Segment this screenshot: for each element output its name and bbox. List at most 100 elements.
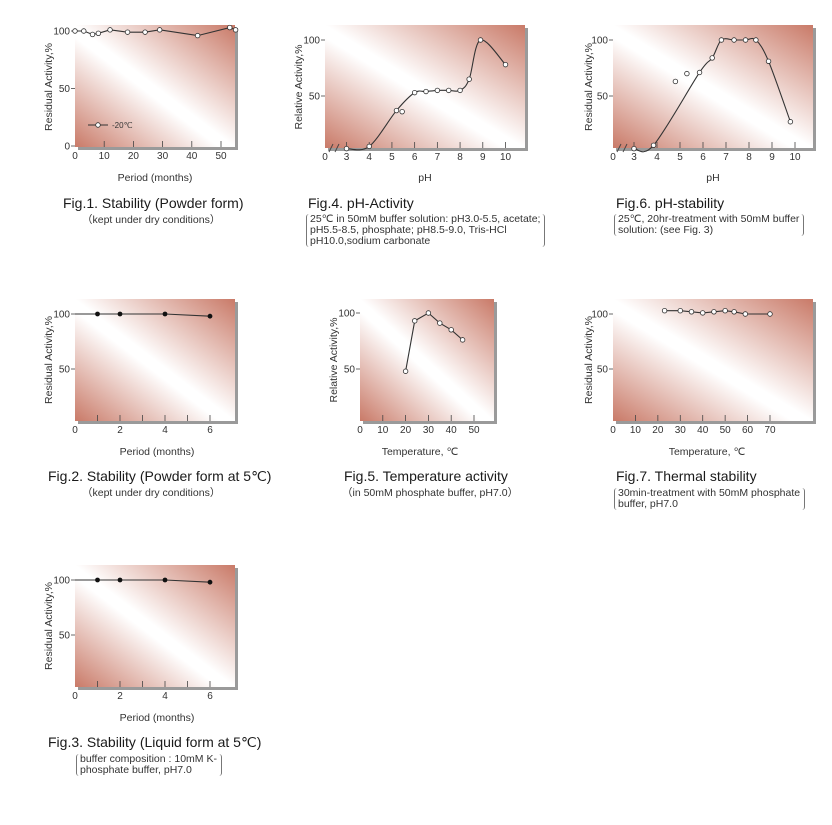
fig5-ytick-label: 100	[338, 309, 355, 320]
fig7-note-line: buffer, pH7.0	[618, 498, 678, 510]
fig4-data-point	[446, 87, 452, 94]
fig6-axis-break	[622, 143, 628, 153]
fig1-xtick-label: 20	[128, 151, 140, 162]
fig4-note-line: pH5.5-8.5, phosphate; pH8.5-9.0, Tris-HC…	[310, 224, 507, 236]
fig3-note-line: buffer composition : 10mM K-	[80, 753, 217, 765]
fig1-xtick-label: 50	[215, 151, 227, 162]
fig2-xtick-label: 0	[72, 425, 78, 436]
fig6-data-point	[765, 58, 772, 64]
fig7-xtick-label: 40	[697, 425, 709, 436]
fig1-note: （kept under dry conditions）	[82, 214, 221, 226]
fig6-plot-area	[613, 25, 813, 148]
fig3-xtick-label: 2	[117, 691, 123, 702]
fig1-legend-label: -20℃	[112, 121, 133, 130]
fig4-ylabel: Relative Activity,%	[293, 45, 305, 130]
fig7-xtick-label: 20	[652, 425, 664, 436]
fig1-xlabel: Period (months)	[118, 172, 193, 184]
fig5-xtick-label: 40	[446, 425, 458, 436]
fig5-data-point	[412, 318, 418, 324]
fig4-data-point	[477, 37, 484, 43]
fig3-xtick-label: 6	[207, 691, 213, 702]
fig6-xtick-label: 5	[677, 152, 683, 163]
fig6-note-line: 25℃, 20hr-treatment with 50mM buffer	[618, 213, 800, 225]
fig1-chart: 0 50 100 0 10 20 30 40 50 Period (months) Residual…	[43, 24, 239, 184]
fig2-note-text: kept under dry conditions	[92, 487, 210, 499]
fig6-data-point	[672, 78, 679, 85]
fig7-ytick-label: 100	[591, 310, 608, 321]
fig7-title: Fig.7. Thermal stability	[616, 468, 757, 484]
fig6-xtick-label: 4	[654, 152, 660, 163]
fig7-ylabel: Residual Activity,%	[583, 316, 595, 404]
fig7-data-point	[688, 309, 695, 315]
fig1-legend-marker	[95, 122, 101, 128]
fig1-data-point	[89, 31, 96, 38]
fig3-title: Fig.3. Stability (Liquid form at 5℃)	[48, 734, 262, 750]
fig6-xtick-label: 10	[789, 152, 801, 163]
fig5-data-point	[437, 320, 443, 326]
fig4-xtick-label: 10	[500, 152, 512, 163]
fig3-ytick-label: 100	[53, 576, 70, 587]
fig7-xtick-label: 50	[720, 425, 732, 436]
fig7-note: 30min-treatment with 50mM phosphate buff…	[614, 488, 806, 510]
fig4-xtick-label: 6	[412, 152, 418, 163]
fig1-title: Fig.1. Stability (Powder form)	[63, 195, 244, 211]
fig6-data-point	[731, 37, 737, 43]
fig3-xtick-label: 4	[162, 691, 168, 702]
fig6-axis-break	[616, 143, 622, 153]
fig2-data-point	[207, 313, 213, 319]
fig6-note: 25℃, 20hr-treatment with 50mM buffer sol…	[614, 213, 805, 236]
fig6-xtick-label: 3	[631, 152, 637, 163]
fig4-data-point	[502, 61, 509, 68]
fig4-xtick-label: 0	[322, 152, 328, 163]
fig2-title: Fig.2. Stability (Powder form at 5℃)	[48, 468, 272, 484]
fig1-data-point	[72, 28, 78, 34]
fig4-data-point	[343, 145, 350, 152]
fig1-data-point	[124, 29, 131, 35]
fig2-data-point	[162, 311, 168, 317]
fig3-data-point	[207, 579, 213, 585]
fig2-xtick-label: 4	[162, 425, 168, 436]
fig3-note-line: phosphate buffer, pH7.0	[80, 764, 192, 776]
fig7-data-point	[677, 308, 683, 314]
fig7-xtick-label: 60	[742, 425, 754, 436]
fig1-xtick-label: 10	[99, 151, 111, 162]
fig3-xtick-label: 0	[72, 691, 78, 702]
fig7-ytick-label: 50	[597, 365, 609, 376]
fig2-xtick-label: 6	[207, 425, 213, 436]
fig4-data-point	[466, 76, 472, 82]
fig5-xlabel: Temperature, ℃	[382, 446, 459, 458]
fig1-data-point	[95, 30, 102, 36]
fig4-data-point	[393, 107, 400, 114]
fig7-data-point	[711, 309, 717, 315]
fig3-plot-area	[75, 565, 235, 687]
fig6-data-point	[684, 70, 690, 77]
fig2-xtick-label: 2	[117, 425, 123, 436]
fig6-xtick-label: 9	[769, 152, 775, 163]
fig5-xtick-label: 50	[468, 425, 480, 436]
fig6-ylabel: Residual Activity,%	[583, 43, 595, 131]
fig5-plot-area	[360, 299, 494, 421]
fig7-xtick-label: 70	[764, 425, 776, 436]
fig7-xtick-label: 10	[630, 425, 642, 436]
fig5-xtick-label: 10	[377, 425, 389, 436]
fig6-ytick-label: 100	[591, 36, 608, 47]
fig6-data-point	[787, 119, 794, 125]
fig5-data-point	[425, 310, 432, 316]
fig6-title: Fig.6. pH-stability	[616, 195, 725, 211]
fig6-xlabel: pH	[706, 172, 719, 184]
fig6-data-point	[631, 145, 637, 152]
fig4-data-point	[411, 89, 418, 96]
fig6-data-point	[718, 37, 725, 43]
fig5-note-text: in 50mM phosphate buffer, pH7.0	[352, 487, 508, 499]
fig3-ylabel: Residual Activity,%	[43, 582, 55, 670]
fig6-xtick-label: 8	[746, 152, 752, 163]
fig1-data-point	[232, 27, 239, 33]
fig5-data-point	[402, 368, 409, 374]
fig6-ytick-label: 50	[597, 92, 609, 103]
fig6-chart: 50 100 0 3 4 5 6 7 8 9 10 pH Residual Activity,%	[583, 25, 816, 184]
fig1-data-point	[227, 24, 233, 31]
fig7-data-point	[731, 309, 737, 315]
fig3-xlabel: Period (months)	[120, 712, 195, 724]
fig4-title: Fig.4. pH-Activity	[308, 195, 414, 211]
fig4-xtick-label: 8	[457, 152, 463, 163]
